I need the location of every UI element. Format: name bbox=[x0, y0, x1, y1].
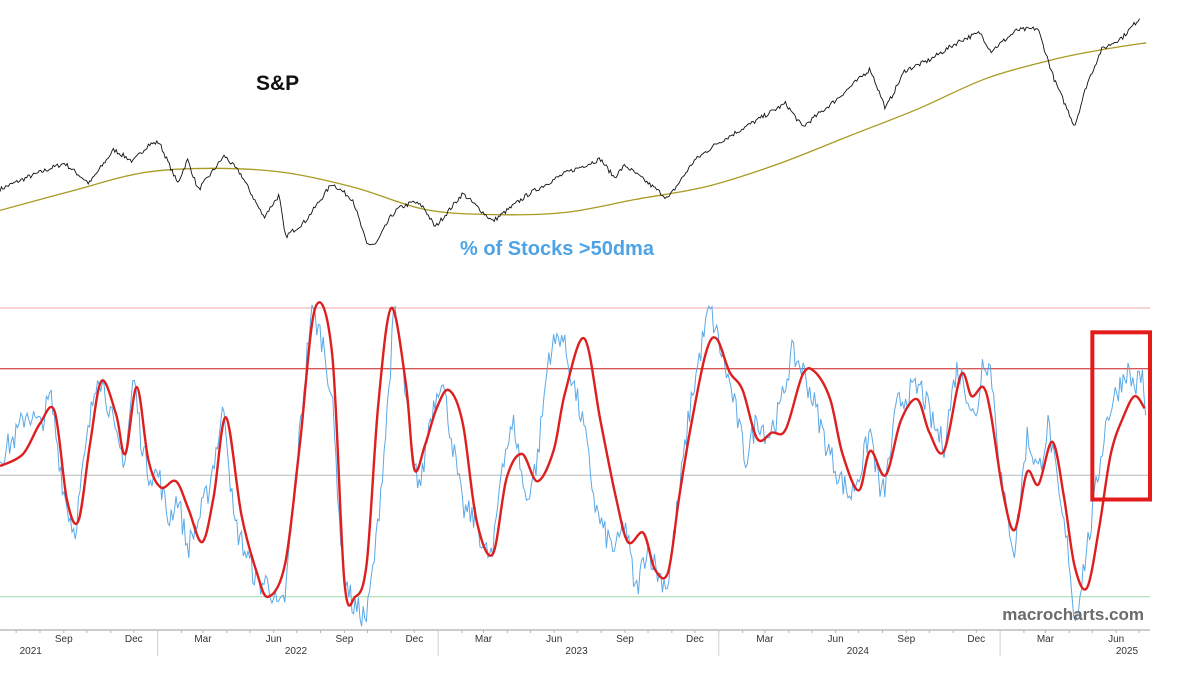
x-tick-label: Dec bbox=[125, 634, 143, 645]
highlight-layer bbox=[1090, 330, 1153, 502]
breadth-chart bbox=[0, 301, 1147, 627]
sp-price-line bbox=[0, 18, 1140, 246]
x-tick-label: Sep bbox=[55, 634, 73, 645]
x-tick-label: Sep bbox=[616, 634, 634, 645]
x-tick-label: Sep bbox=[335, 634, 353, 645]
x-tick-label: Jun bbox=[828, 634, 844, 645]
x-tick-label: Jun bbox=[546, 634, 562, 645]
breadth-smoothed-line bbox=[0, 301, 1146, 607]
breadth-raw-line bbox=[0, 304, 1147, 627]
x-year-label: 2022 bbox=[285, 646, 308, 657]
x-year-label: 2021 bbox=[20, 646, 43, 657]
x-tick-label: Dec bbox=[967, 634, 985, 645]
x-tick-label: Mar bbox=[1037, 634, 1055, 645]
x-tick-label: Dec bbox=[405, 634, 423, 645]
x-tick-label: Mar bbox=[756, 634, 774, 645]
sp-moving-average-line bbox=[0, 42, 1147, 216]
watermark: macrocharts.com bbox=[1002, 605, 1144, 624]
breadth-title: % of Stocks >50dma bbox=[460, 238, 654, 260]
breadth-reference-lines bbox=[0, 307, 1150, 598]
x-year-label: 2024 bbox=[847, 646, 870, 657]
x-tick-label: Jun bbox=[1108, 634, 1124, 645]
x-tick-label: Jun bbox=[266, 634, 282, 645]
x-tick-label: Dec bbox=[686, 634, 704, 645]
x-tick-label: Mar bbox=[475, 634, 493, 645]
highlight-box bbox=[1090, 330, 1153, 502]
x-axis: Sep Dec Mar Jun Sep Dec Mar Jun Sep Dec Mar Jun Sep D… bbox=[0, 629, 1150, 657]
x-year-label: 2023 bbox=[565, 646, 588, 657]
x-year-label: 2025 bbox=[1116, 646, 1139, 657]
x-tick-label: Sep bbox=[897, 634, 915, 645]
sp-chart bbox=[0, 18, 1147, 246]
sp-title: S&P bbox=[256, 72, 300, 95]
x-tick-label: Mar bbox=[194, 634, 212, 645]
